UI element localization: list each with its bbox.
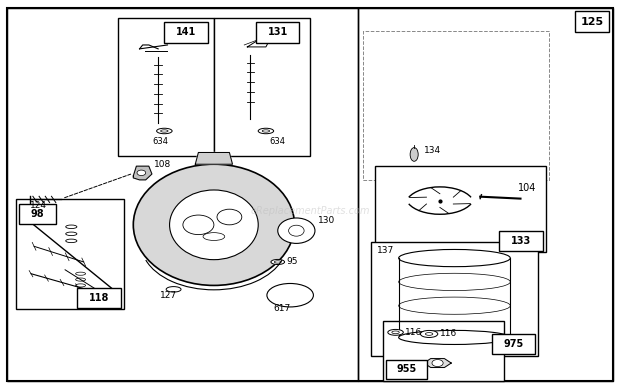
Bar bbox=[386, 360, 427, 379]
Text: 116: 116 bbox=[440, 330, 458, 339]
Bar bbox=[492, 334, 535, 354]
Ellipse shape bbox=[388, 329, 403, 335]
Text: 127: 127 bbox=[160, 291, 177, 301]
Text: 98: 98 bbox=[30, 209, 44, 219]
Text: 95: 95 bbox=[286, 257, 298, 267]
Ellipse shape bbox=[157, 128, 172, 134]
Text: 975: 975 bbox=[503, 339, 523, 349]
Ellipse shape bbox=[262, 130, 270, 132]
Text: 108: 108 bbox=[154, 160, 171, 169]
Ellipse shape bbox=[169, 190, 259, 260]
Bar bbox=[358, 8, 613, 381]
Circle shape bbox=[432, 360, 443, 367]
Ellipse shape bbox=[258, 128, 273, 134]
Bar bbox=[363, 31, 549, 180]
Text: 955: 955 bbox=[396, 364, 417, 375]
Text: 134: 134 bbox=[423, 146, 441, 155]
Circle shape bbox=[137, 170, 146, 176]
Ellipse shape bbox=[399, 249, 510, 267]
Text: 634: 634 bbox=[152, 137, 168, 146]
Bar bbox=[164, 22, 208, 43]
Ellipse shape bbox=[271, 260, 285, 264]
Bar bbox=[383, 321, 504, 381]
Polygon shape bbox=[195, 152, 232, 164]
Text: 131: 131 bbox=[268, 27, 288, 37]
Text: 116: 116 bbox=[405, 328, 422, 337]
Text: 137: 137 bbox=[377, 246, 394, 255]
Ellipse shape bbox=[161, 130, 168, 132]
Bar bbox=[214, 18, 310, 156]
Ellipse shape bbox=[166, 287, 181, 292]
Text: 124: 124 bbox=[30, 201, 46, 210]
Text: 634: 634 bbox=[269, 137, 285, 146]
Bar bbox=[16, 199, 124, 309]
Text: eReplacementParts.com: eReplacementParts.com bbox=[250, 206, 370, 216]
Text: 130: 130 bbox=[318, 216, 335, 226]
Ellipse shape bbox=[274, 261, 281, 263]
Ellipse shape bbox=[289, 225, 304, 236]
Ellipse shape bbox=[399, 330, 510, 344]
Ellipse shape bbox=[420, 330, 438, 337]
Bar bbox=[499, 231, 542, 251]
Bar bbox=[256, 22, 299, 43]
Ellipse shape bbox=[133, 164, 294, 285]
Polygon shape bbox=[424, 359, 451, 368]
Bar bbox=[575, 11, 609, 32]
Ellipse shape bbox=[392, 331, 399, 334]
Ellipse shape bbox=[267, 283, 314, 307]
Ellipse shape bbox=[278, 218, 315, 243]
Ellipse shape bbox=[410, 147, 418, 161]
Text: 118: 118 bbox=[89, 293, 109, 303]
Text: 141: 141 bbox=[176, 27, 196, 37]
Text: 133: 133 bbox=[511, 236, 531, 246]
Bar bbox=[118, 18, 214, 156]
Text: 617: 617 bbox=[273, 304, 291, 314]
Bar bbox=[375, 166, 546, 252]
Polygon shape bbox=[133, 166, 152, 180]
Text: 125: 125 bbox=[581, 17, 604, 27]
Bar bbox=[78, 288, 121, 308]
Bar bbox=[371, 242, 538, 356]
Bar bbox=[19, 204, 56, 224]
Bar bbox=[7, 8, 358, 381]
Ellipse shape bbox=[425, 333, 433, 335]
Text: 104: 104 bbox=[518, 183, 536, 193]
